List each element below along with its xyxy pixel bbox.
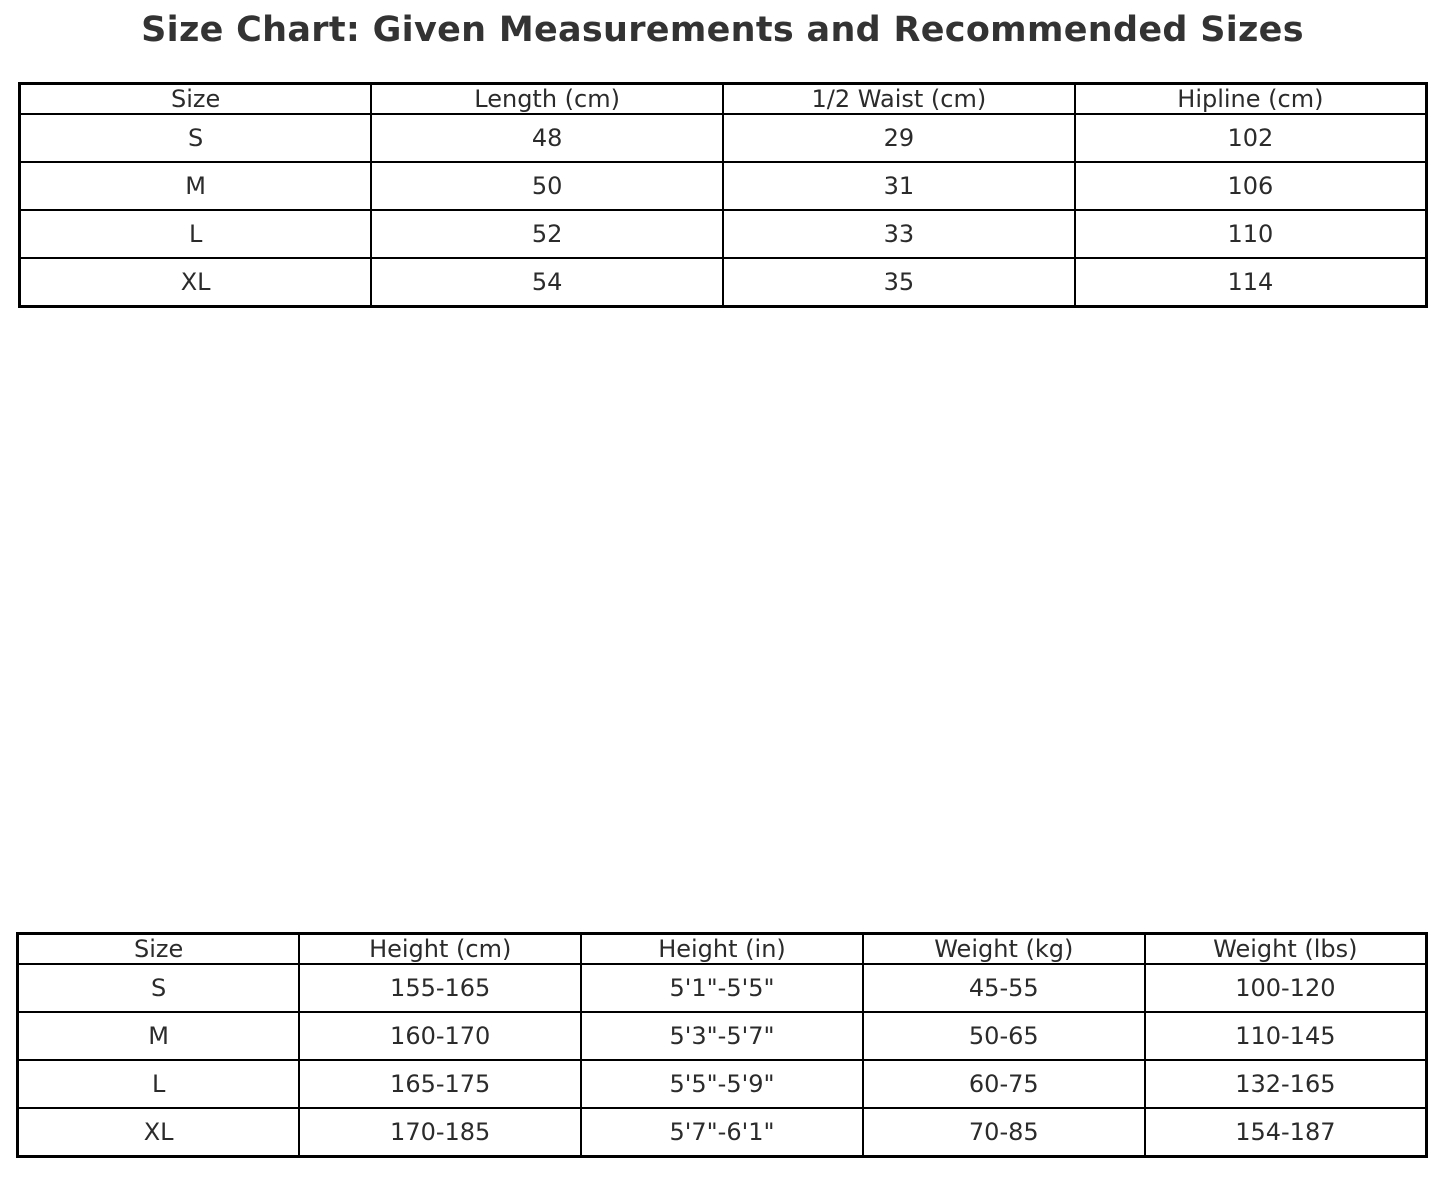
table-cell: 5'5"-5'9": [580, 1058, 864, 1109]
measurements-table: Size Length (cm) 1/2 Waist (cm) Hipline …: [18, 82, 1428, 308]
table-row: S 155-165 5'1"-5'5" 45-55 100-120: [16, 963, 1428, 1013]
recommended-header-weight-kg: Weight (kg): [861, 932, 1146, 965]
table-cell: 54: [370, 256, 724, 308]
table-cell: 106: [1073, 160, 1428, 211]
table-cell: 50: [370, 160, 724, 211]
table-cell: 48: [370, 113, 724, 163]
table-row: XL 54 35 114: [18, 256, 1428, 308]
table-cell: 155-165: [298, 963, 583, 1013]
table-row: L 165-175 5'5"-5'9" 60-75 132-165: [16, 1058, 1428, 1109]
measurements-header-length: Length (cm): [370, 82, 724, 115]
recommended-header-weight-lbs: Weight (lbs): [1143, 932, 1428, 965]
table-cell: 31: [722, 160, 1076, 211]
table-cell: 100-120: [1143, 963, 1428, 1013]
table-row: L 52 33 110: [18, 208, 1428, 259]
measurements-header-size: Size: [18, 82, 373, 115]
table-cell: 114: [1073, 256, 1428, 308]
table-cell: 154-187: [1143, 1106, 1428, 1158]
measurements-header-waist: 1/2 Waist (cm): [722, 82, 1076, 115]
table-cell: 50-65: [861, 1010, 1146, 1061]
table-cell: 5'1"-5'5": [580, 963, 864, 1013]
table-cell: 45-55: [861, 963, 1146, 1013]
table-cell: L: [16, 1058, 301, 1109]
table-cell: 35: [722, 256, 1076, 308]
table-row: M 50 31 106: [18, 160, 1428, 211]
table-row: XL 170-185 5'7"-6'1" 70-85 154-187: [16, 1106, 1428, 1158]
table-cell: 132-165: [1143, 1058, 1428, 1109]
table-cell: 5'3"-5'7": [580, 1010, 864, 1061]
table-cell: XL: [18, 256, 373, 308]
measurements-header-row: Size Length (cm) 1/2 Waist (cm) Hipline …: [18, 82, 1428, 115]
table-cell: S: [18, 113, 373, 163]
table-cell: 170-185: [298, 1106, 583, 1158]
recommended-header-row: Size Height (cm) Height (in) Weight (kg)…: [16, 932, 1428, 965]
table-cell: 110-145: [1143, 1010, 1428, 1061]
table-cell: M: [18, 160, 373, 211]
measurements-header-hipline: Hipline (cm): [1073, 82, 1428, 115]
table-cell: 102: [1073, 113, 1428, 163]
recommended-sizes-table: Size Height (cm) Height (in) Weight (kg)…: [16, 932, 1428, 1158]
recommended-header-size: Size: [16, 932, 301, 965]
table-cell: 52: [370, 208, 724, 259]
table-cell: S: [16, 963, 301, 1013]
table-cell: 70-85: [861, 1106, 1146, 1158]
table-cell: 110: [1073, 208, 1428, 259]
table-cell: 33: [722, 208, 1076, 259]
table-cell: 29: [722, 113, 1076, 163]
table-cell: 160-170: [298, 1010, 583, 1061]
table-cell: 60-75: [861, 1058, 1146, 1109]
table-cell: XL: [16, 1106, 301, 1158]
table-row: S 48 29 102: [18, 113, 1428, 163]
table-cell: L: [18, 208, 373, 259]
table-cell: M: [16, 1010, 301, 1061]
recommended-header-height-in: Height (in): [580, 932, 864, 965]
recommended-header-height-cm: Height (cm): [298, 932, 583, 965]
page-title: Size Chart: Given Measurements and Recom…: [141, 10, 1304, 50]
table-cell: 5'7"-6'1": [580, 1106, 864, 1158]
table-row: M 160-170 5'3"-5'7" 50-65 110-145: [16, 1010, 1428, 1061]
table-cell: 165-175: [298, 1058, 583, 1109]
